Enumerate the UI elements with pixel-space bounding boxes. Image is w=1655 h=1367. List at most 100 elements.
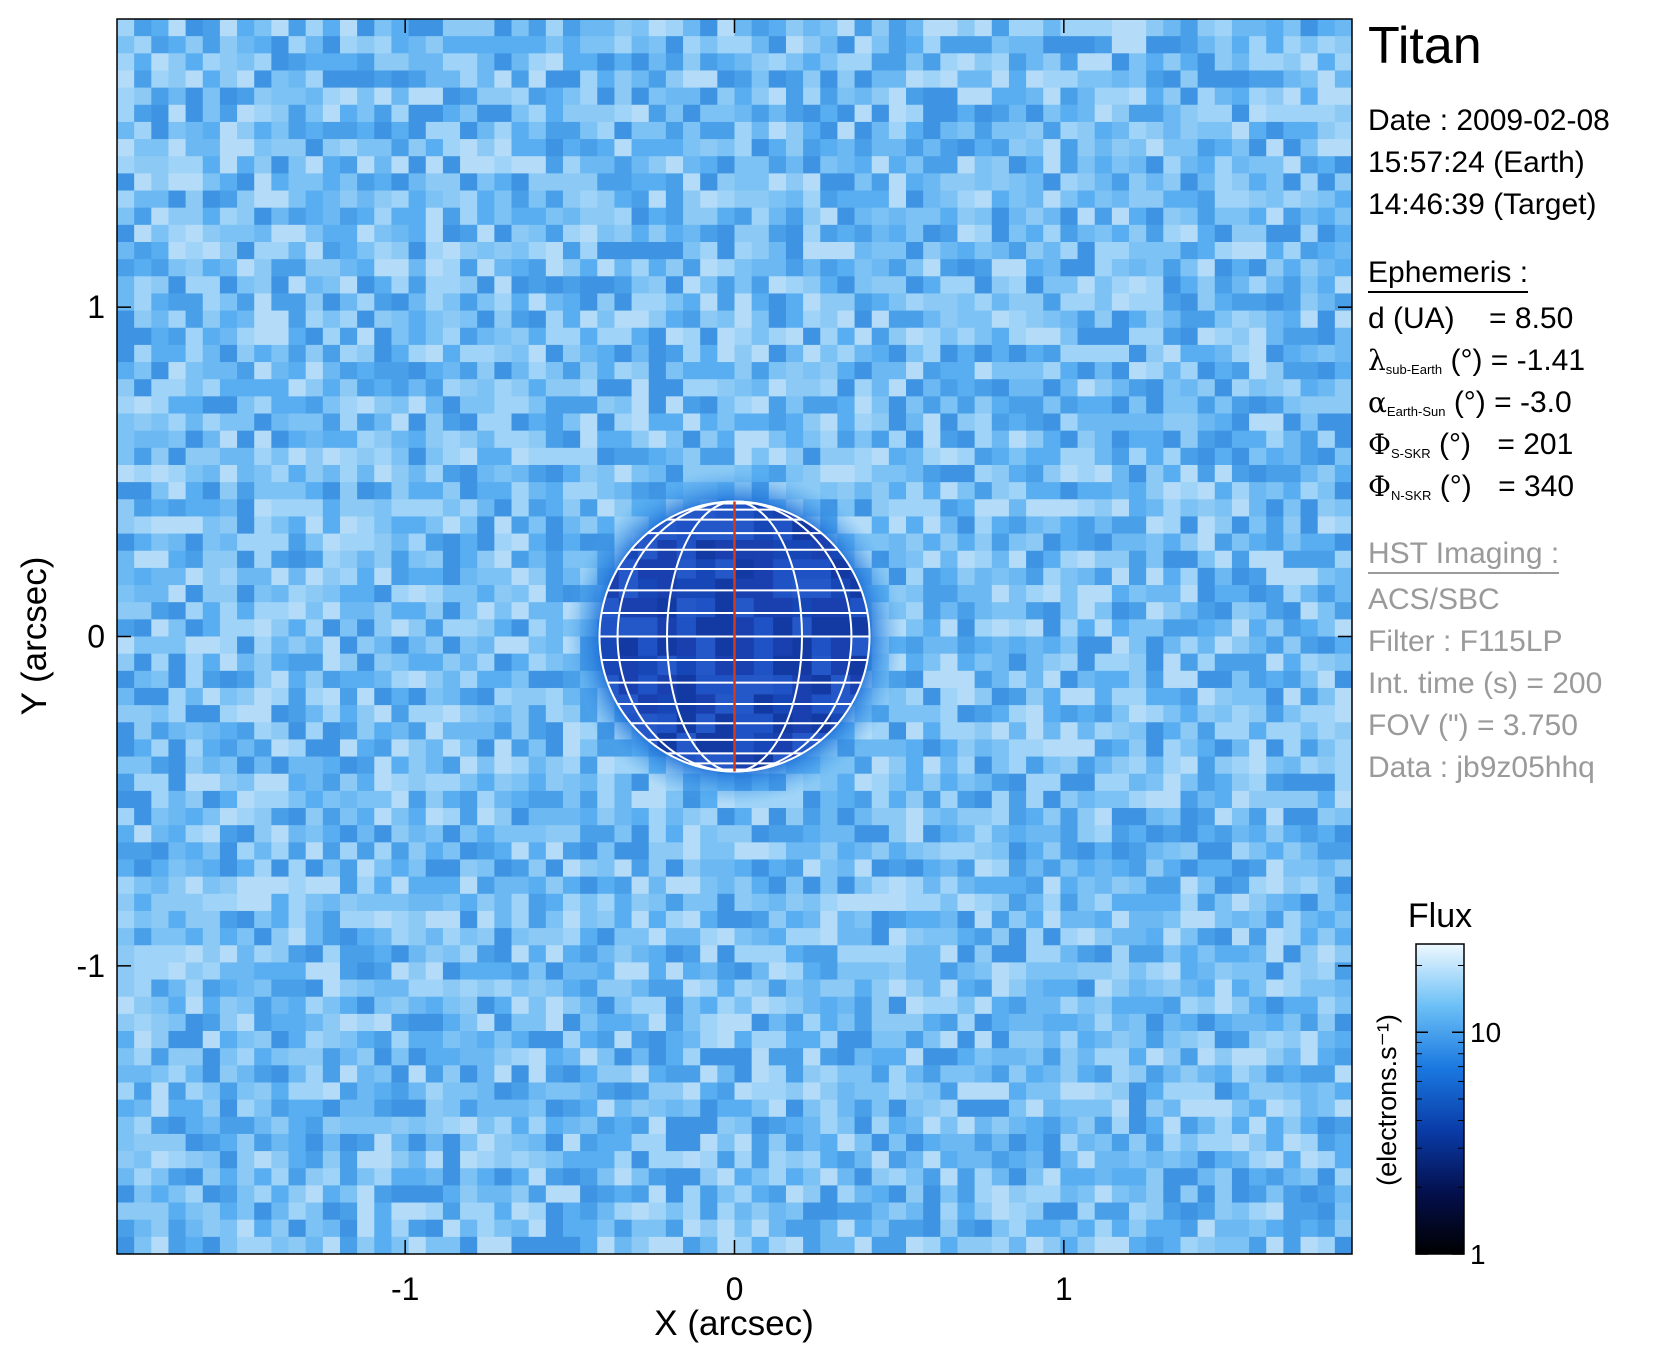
image-pixel bbox=[1180, 687, 1199, 706]
image-pixel bbox=[460, 413, 478, 432]
image-pixel bbox=[425, 224, 444, 243]
image-pixel bbox=[854, 1099, 873, 1118]
image-pixel bbox=[202, 87, 221, 106]
image-pixel bbox=[391, 1219, 410, 1238]
image-pixel bbox=[494, 139, 513, 157]
image-pixel bbox=[1111, 516, 1130, 535]
image-pixel bbox=[1266, 190, 1284, 209]
image-pixel bbox=[837, 293, 856, 312]
image-pixel bbox=[1129, 722, 1147, 741]
image-pixel bbox=[168, 276, 187, 295]
image-pixel bbox=[494, 945, 513, 963]
image-pixel bbox=[1060, 585, 1079, 603]
image-pixel bbox=[991, 756, 1010, 775]
image-pixel bbox=[374, 379, 393, 397]
image-pixel bbox=[374, 1065, 393, 1084]
image-pixel bbox=[1231, 893, 1250, 912]
image-pixel bbox=[134, 224, 152, 243]
image-pixel bbox=[237, 636, 255, 655]
image-pixel bbox=[357, 602, 375, 620]
image-pixel bbox=[168, 19, 187, 37]
image-pixel bbox=[425, 173, 444, 192]
image-pixel bbox=[305, 790, 324, 809]
image-pixel bbox=[271, 825, 290, 843]
image-pixel bbox=[288, 379, 307, 397]
image-pixel bbox=[1077, 756, 1096, 775]
image-pixel bbox=[562, 121, 581, 140]
image-pixel bbox=[940, 962, 959, 981]
image-pixel bbox=[871, 53, 890, 72]
image-pixel bbox=[854, 224, 873, 243]
image-pixel bbox=[562, 396, 581, 415]
image-pixel bbox=[837, 344, 856, 363]
image-pixel bbox=[237, 241, 255, 260]
image-pixel bbox=[1231, 670, 1250, 689]
image-pixel bbox=[1266, 756, 1284, 775]
image-pixel bbox=[202, 293, 221, 312]
image-pixel bbox=[854, 1116, 873, 1135]
image-pixel bbox=[151, 344, 170, 363]
image-pixel bbox=[871, 893, 890, 912]
image-pixel bbox=[185, 567, 204, 586]
image-pixel bbox=[1249, 276, 1267, 295]
image-pixel bbox=[528, 979, 547, 998]
image-pixel bbox=[631, 1082, 650, 1101]
image-pixel bbox=[888, 327, 907, 346]
image-pixel bbox=[185, 464, 204, 483]
image-pixel bbox=[940, 516, 959, 535]
image-pixel bbox=[425, 808, 444, 826]
image-pixel bbox=[1266, 241, 1284, 260]
image-pixel bbox=[185, 1031, 204, 1049]
image-pixel bbox=[545, 1168, 564, 1186]
image-pixel bbox=[1214, 1116, 1233, 1135]
image-pixel bbox=[871, 482, 890, 500]
image-pixel bbox=[168, 893, 187, 912]
image-pixel bbox=[648, 344, 667, 363]
image-pixel bbox=[837, 928, 856, 946]
image-pixel bbox=[1077, 585, 1096, 603]
image-pixel bbox=[648, 53, 667, 72]
image-pixel bbox=[254, 842, 272, 861]
image-pixel bbox=[494, 224, 513, 243]
image-pixel bbox=[357, 344, 375, 363]
image-pixel bbox=[271, 70, 290, 89]
image-pixel bbox=[254, 19, 272, 37]
image-pixel bbox=[168, 173, 187, 192]
image-pixel bbox=[322, 636, 341, 655]
image-pixel bbox=[1266, 585, 1284, 603]
image-pixel bbox=[597, 327, 616, 346]
image-pixel bbox=[1146, 773, 1164, 792]
image-pixel bbox=[820, 1099, 839, 1118]
image-pixel bbox=[271, 619, 290, 638]
image-pixel bbox=[237, 1116, 255, 1135]
image-pixel bbox=[991, 825, 1010, 843]
image-pixel bbox=[442, 259, 461, 277]
image-pixel bbox=[923, 1185, 941, 1204]
image-pixel bbox=[768, 1202, 787, 1221]
image-pixel bbox=[1060, 1185, 1079, 1204]
image-pixel bbox=[339, 1082, 358, 1101]
image-pixel bbox=[1146, 396, 1164, 415]
image-pixel bbox=[1283, 602, 1302, 620]
image-pixel bbox=[683, 979, 701, 998]
image-pixel bbox=[117, 447, 135, 466]
image-pixel bbox=[1111, 910, 1130, 929]
image-pixel bbox=[785, 87, 804, 106]
image-pixel bbox=[1043, 653, 1061, 672]
image-pixel bbox=[906, 585, 924, 603]
image-pixel bbox=[545, 1013, 564, 1032]
image-pixel bbox=[648, 413, 667, 432]
image-pixel bbox=[1300, 121, 1319, 140]
image-pixel bbox=[1283, 705, 1302, 723]
image-pixel bbox=[923, 53, 941, 72]
image-pixel bbox=[957, 293, 976, 312]
image-pixel bbox=[494, 413, 513, 432]
image-pixel bbox=[991, 344, 1010, 363]
image-pixel bbox=[288, 207, 307, 226]
image-pixel bbox=[322, 190, 341, 209]
image-pixel bbox=[1163, 344, 1182, 363]
image-pixel bbox=[288, 842, 307, 861]
image-pixel bbox=[339, 224, 358, 243]
image-pixel bbox=[1266, 722, 1284, 741]
image-pixel bbox=[1214, 396, 1233, 415]
